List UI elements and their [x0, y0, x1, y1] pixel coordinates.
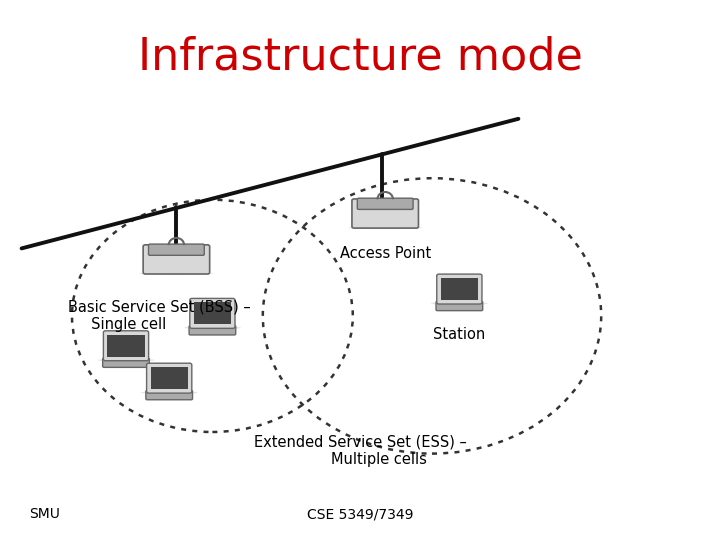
Ellipse shape [348, 226, 423, 229]
FancyBboxPatch shape [357, 198, 413, 210]
FancyBboxPatch shape [148, 244, 204, 255]
Ellipse shape [140, 390, 198, 394]
Ellipse shape [139, 272, 214, 275]
FancyBboxPatch shape [104, 331, 148, 361]
Ellipse shape [97, 358, 155, 362]
FancyBboxPatch shape [437, 274, 482, 304]
FancyBboxPatch shape [103, 358, 149, 367]
FancyBboxPatch shape [189, 326, 235, 335]
FancyBboxPatch shape [352, 199, 418, 228]
Text: CSE 5349/7349: CSE 5349/7349 [307, 507, 413, 521]
FancyBboxPatch shape [146, 390, 192, 400]
Text: Basic Service Set (BSS) –
     Single cell: Basic Service Set (BSS) – Single cell [68, 300, 251, 332]
Bar [441, 278, 478, 300]
Text: Infrastructure mode: Infrastructure mode [138, 35, 582, 78]
FancyBboxPatch shape [190, 299, 235, 328]
FancyBboxPatch shape [436, 301, 482, 310]
Text: Access Point: Access Point [340, 246, 431, 261]
Text: SMU: SMU [29, 507, 60, 521]
Text: Extended Service Set (ESS) –
        Multiple cells: Extended Service Set (ESS) – Multiple ce… [253, 435, 467, 467]
Ellipse shape [431, 301, 488, 305]
Bar [107, 335, 145, 356]
FancyBboxPatch shape [147, 363, 192, 393]
Bar [150, 367, 188, 389]
Text: Station: Station [433, 327, 485, 342]
Bar [194, 302, 231, 324]
Ellipse shape [184, 326, 241, 329]
FancyBboxPatch shape [143, 245, 210, 274]
